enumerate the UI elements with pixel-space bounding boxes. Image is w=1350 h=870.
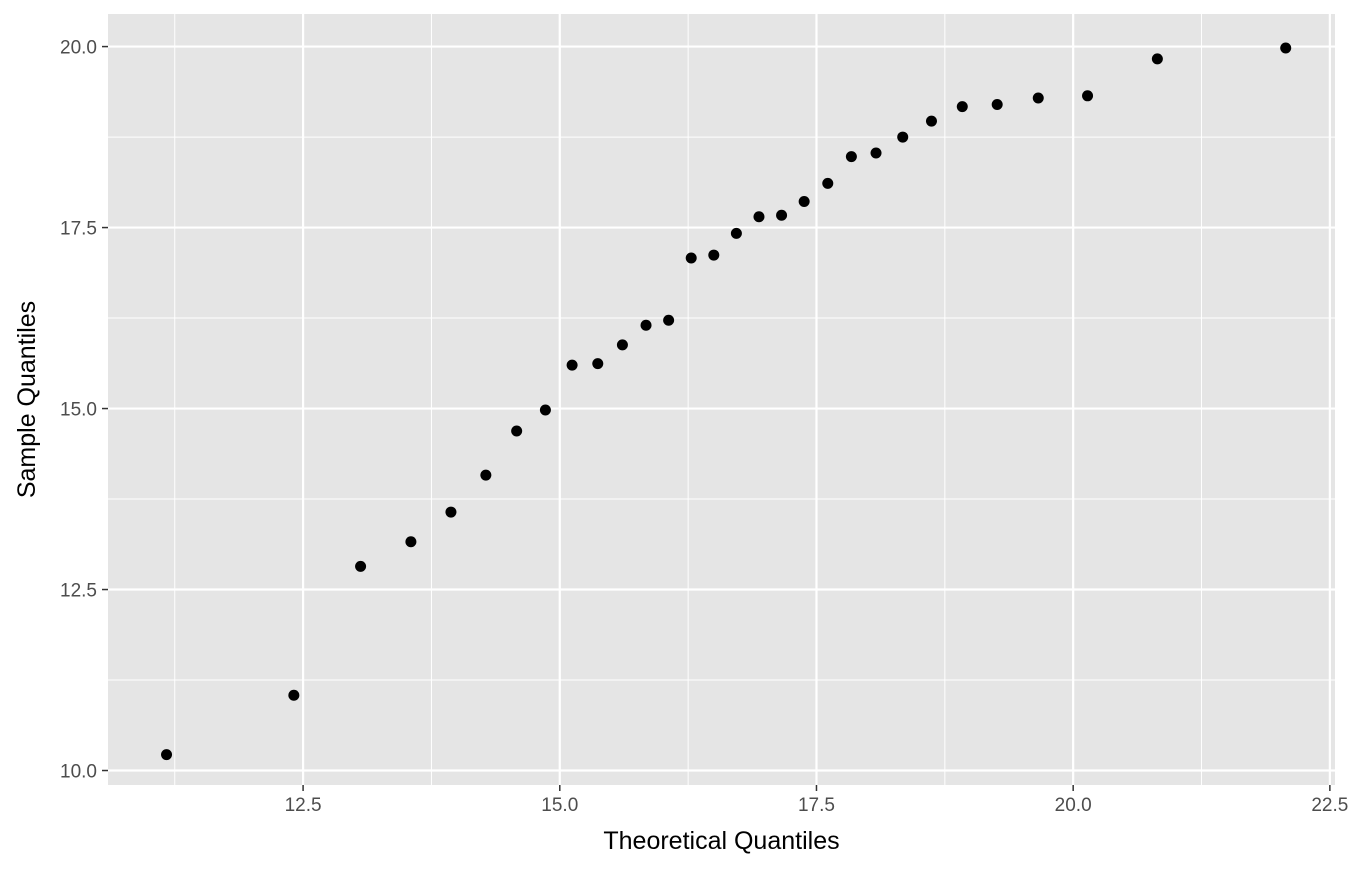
minor-gridlines — [108, 14, 1335, 785]
data-point — [845, 151, 857, 163]
y-tick-label: 12.5 — [60, 581, 97, 602]
data-point — [1082, 90, 1094, 102]
data-point — [776, 209, 788, 221]
y-axis-title: Sample Quantiles — [13, 301, 41, 498]
data-points — [161, 42, 1292, 761]
data-point — [798, 196, 810, 208]
x-tick-label: 17.5 — [798, 795, 835, 816]
y-tick-label: 20.0 — [60, 38, 97, 59]
data-point — [616, 339, 628, 351]
data-point — [511, 425, 523, 437]
data-point — [640, 319, 652, 331]
data-point — [708, 249, 720, 261]
x-axis: 12.5 15.0 17.5 20.0 22.5 — [285, 785, 1348, 816]
data-point — [956, 101, 968, 113]
y-tick-label: 17.5 — [60, 219, 97, 240]
data-point — [730, 227, 742, 239]
data-point — [480, 469, 492, 481]
y-tick-label: 10.0 — [60, 762, 97, 783]
data-point — [753, 211, 765, 223]
data-point — [566, 359, 578, 371]
data-point — [161, 749, 173, 761]
major-gridlines — [108, 14, 1335, 785]
x-tick-label: 20.0 — [1055, 795, 1092, 816]
data-point — [1032, 92, 1044, 104]
data-point — [685, 252, 697, 264]
y-axis: 10.0 12.5 15.0 17.5 20.0 — [60, 38, 108, 783]
data-point — [355, 560, 367, 572]
data-point — [445, 506, 457, 518]
data-point — [663, 314, 675, 326]
data-point — [991, 98, 1003, 110]
x-tick-label: 22.5 — [1311, 795, 1348, 816]
data-point — [897, 131, 909, 143]
data-point — [539, 404, 551, 416]
data-point — [1151, 53, 1163, 65]
x-tick-label: 15.0 — [541, 795, 578, 816]
x-tick-label: 12.5 — [285, 795, 322, 816]
data-point — [925, 115, 937, 127]
y-tick-label: 15.0 — [60, 400, 97, 421]
data-point — [822, 177, 834, 189]
plot-panel — [108, 14, 1335, 785]
data-point — [1280, 42, 1292, 54]
data-point — [592, 358, 604, 370]
data-point — [288, 689, 300, 701]
data-point — [870, 147, 882, 159]
x-axis-title: Theoretical Quantiles — [603, 827, 839, 855]
data-point — [405, 536, 417, 548]
